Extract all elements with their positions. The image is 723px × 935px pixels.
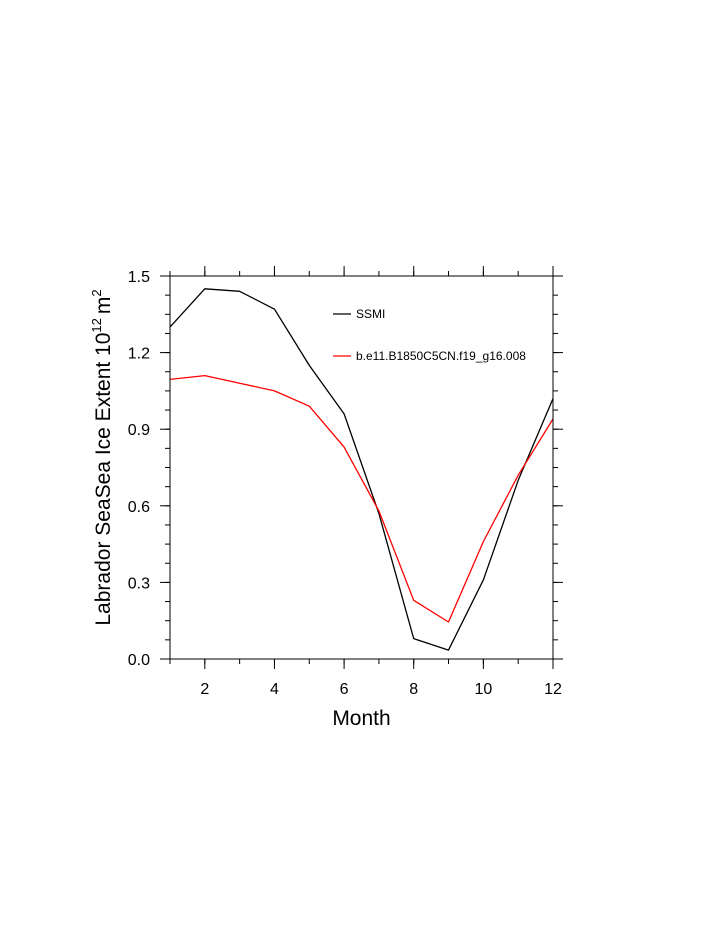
x-tick-label: 12 (544, 681, 562, 698)
plot-frame (169, 275, 554, 660)
y-axis-title-main: Labrador SeaSea Ice Extent 10 (92, 333, 115, 626)
x-tick-label: 2 (200, 681, 209, 698)
legend-label-2: b.e11.B1850C5CN.f19_g16.008 (356, 349, 526, 363)
y-tick-label: 0.0 (128, 652, 150, 669)
series-lines (169, 288, 554, 651)
y-tick-label: 0.6 (128, 499, 150, 516)
x-tick-labels: 2 4 6 8 10 12 (200, 681, 562, 698)
major-ticks (160, 266, 563, 669)
series-line-2 (169, 374, 554, 623)
x-axis-title: Month (332, 707, 390, 730)
y-axis-title: Labrador SeaSea Ice Extent 1012 m2 (89, 289, 115, 625)
legend: SSMI b.e11.B1850C5CN.f19_g16.008 (333, 307, 526, 363)
y-tick-label: 1.2 (128, 346, 150, 363)
x-tick-label: 4 (270, 681, 279, 698)
y-axis-title-unit-exponent: 2 (89, 289, 104, 296)
minor-ticks (165, 271, 558, 664)
y-tick-labels: 0.0 0.3 0.6 0.9 1.2 1.5 (128, 269, 150, 669)
y-axis-title-exponent: 12 (89, 318, 104, 332)
series-line-1 (169, 288, 554, 651)
x-tick-label: 8 (409, 681, 418, 698)
y-tick-label: 1.5 (128, 269, 150, 286)
x-tick-label: 6 (340, 681, 349, 698)
y-tick-label: 0.3 (128, 575, 150, 592)
legend-label-1: SSMI (356, 307, 385, 321)
y-axis-title-unit: m (92, 297, 115, 315)
x-tick-label: 10 (474, 681, 492, 698)
y-tick-label: 0.9 (128, 422, 150, 439)
